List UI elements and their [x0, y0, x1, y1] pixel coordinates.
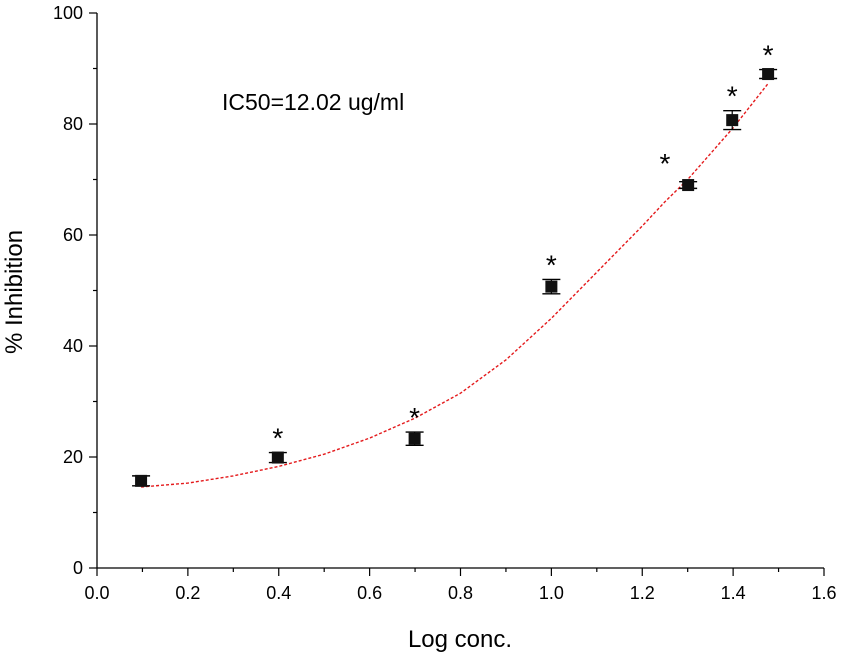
x-tick-label: 0.0 — [84, 583, 109, 603]
ic50-annotation: IC50=12.02 ug/ml — [222, 89, 404, 115]
significance-star: * — [272, 423, 283, 454]
y-tick-label: 0 — [73, 558, 83, 578]
data-point — [762, 68, 775, 81]
significance-star: * — [546, 249, 557, 280]
data-point-group: * — [268, 423, 287, 464]
x-tick-label: 1.4 — [721, 583, 746, 603]
x-axis-title: Log conc. — [408, 626, 512, 653]
data-point-group — [679, 179, 698, 192]
data-point-group: * — [542, 249, 561, 295]
data-point — [726, 114, 739, 127]
y-axis-title: % Inhibition — [1, 230, 28, 354]
y-tick-label: 20 — [63, 447, 83, 467]
x-tick-label: 1.0 — [539, 583, 564, 603]
y-tick-label: 100 — [53, 3, 83, 23]
fit-curve-layer — [141, 83, 769, 488]
data-point-group — [132, 474, 151, 487]
data-point — [135, 474, 148, 487]
x-tick-label: 1.2 — [630, 583, 655, 603]
fit-curve — [141, 83, 769, 488]
data-points-layer: * * * * * * — [132, 40, 778, 487]
significance-star: * — [660, 148, 671, 179]
data-point-group: * — [759, 40, 778, 81]
data-point-group: * — [723, 81, 742, 131]
significance-star: * — [763, 40, 774, 71]
x-tick-label: 0.2 — [175, 583, 200, 603]
data-point — [545, 280, 558, 293]
y-tick-label: 40 — [63, 336, 83, 356]
significance-star: * — [409, 402, 420, 433]
data-point — [682, 179, 695, 192]
significance-star: * — [727, 81, 738, 112]
data-point — [271, 451, 284, 464]
x-tick-label: 0.8 — [448, 583, 473, 603]
data-point-group: * — [405, 402, 424, 447]
x-tick-label: 0.4 — [266, 583, 291, 603]
y-tick-label: 80 — [63, 114, 83, 134]
data-point — [408, 432, 421, 445]
x-tick-label: 0.6 — [357, 583, 382, 603]
y-tick-label: 60 — [63, 225, 83, 245]
axes: 0.0 0.2 0.4 0.6 0.8 1.0 1.2 1.4 1.6 0 20 40 60 80 100 — [53, 3, 837, 603]
x-tick-label: 1.6 — [811, 583, 836, 603]
